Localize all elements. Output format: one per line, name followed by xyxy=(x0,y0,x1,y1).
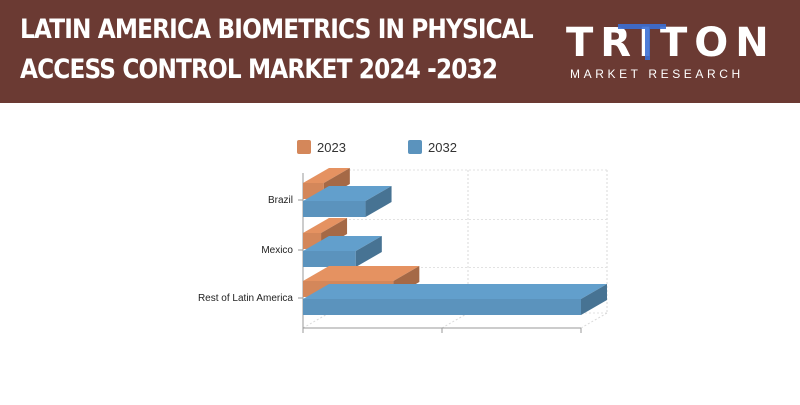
bar-2023-top xyxy=(303,218,348,233)
bar-chart: Brazil Mexico Rest of Latin America 2023 203… xyxy=(198,140,608,333)
title-line-2: ACCESS CONTROL MARKET 2024 -2032 xyxy=(20,54,498,85)
bar-2032-side xyxy=(581,284,607,315)
bar-2032-brazil xyxy=(303,201,366,217)
header-banner: LATIN AMERICA BIOMETRICS IN PHYSICAL ACC… xyxy=(0,0,800,103)
logo-accent-icon xyxy=(618,24,666,60)
logo-tagline: MARKET RESEARCH xyxy=(570,67,744,81)
gridline-floor xyxy=(302,312,330,329)
bar-2023-top xyxy=(303,266,420,281)
bar-2032-top xyxy=(303,236,382,251)
category-label: Rest of Latin America xyxy=(198,293,293,304)
bar-2032-side xyxy=(355,236,382,267)
legend-swatch-2023 xyxy=(297,140,311,154)
logo-brand: TRITON xyxy=(566,20,776,66)
title-line-1: LATIN AMERICA BIOMETRICS IN PHYSICAL xyxy=(20,14,534,45)
bar-2023-top xyxy=(303,168,350,183)
bar-2032-top xyxy=(303,284,607,299)
category-label: Mexico xyxy=(261,245,293,256)
legend-label-2023: 2023 xyxy=(317,140,346,155)
gridline-floor xyxy=(580,312,608,329)
chart-area: Brazil Mexico Rest of Latin America 2023 203… xyxy=(0,103,800,400)
triton-logo: TRITON MARKET RESEARCH xyxy=(566,20,769,84)
category-label: Brazil xyxy=(268,195,293,206)
bar-2032-rest-of-latin-america xyxy=(303,299,581,315)
gridline-floor xyxy=(441,312,469,329)
bar-2032-top xyxy=(303,186,392,201)
legend-label-2032: 2032 xyxy=(428,140,457,155)
page-title: LATIN AMERICA BIOMETRICS IN PHYSICAL ACC… xyxy=(20,10,534,90)
bar-2032-mexico xyxy=(303,251,356,267)
legend-swatch-2032 xyxy=(408,140,422,154)
bar-2032-side xyxy=(365,186,392,217)
